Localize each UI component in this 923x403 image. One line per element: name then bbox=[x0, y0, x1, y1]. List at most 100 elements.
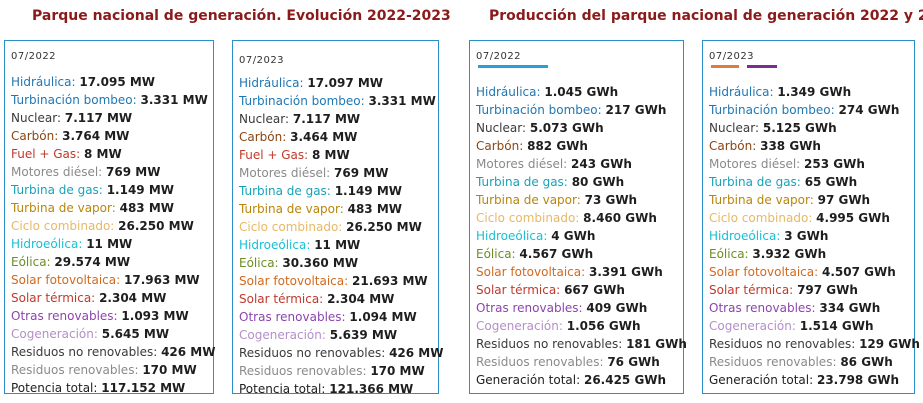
item-value: 86 GWh bbox=[840, 355, 893, 369]
capacity-title: Parque nacional de generación. Evolución… bbox=[32, 8, 451, 24]
item-label: Otras renovables: bbox=[709, 301, 816, 315]
item-label: Turbina de vapor: bbox=[476, 193, 581, 207]
list-item: Residuos renovables: 170 MW bbox=[239, 362, 434, 380]
list-item: Motores diésel: 769 MW bbox=[11, 163, 209, 181]
item-label: Solar fotovoltaica: bbox=[476, 265, 586, 279]
list-item: Residuos no renovables: 129 GWh bbox=[709, 335, 920, 353]
capacity-card-2022: 07/2022 Hidráulica: 17.095 MW Turbinación… bbox=[4, 40, 215, 397]
legend-bar-2022 bbox=[478, 65, 548, 68]
list-item: Hidroeólica: 11 MW bbox=[11, 235, 209, 253]
item-value: 483 MW bbox=[119, 201, 174, 215]
item-label: Motores diésel: bbox=[476, 157, 568, 171]
capacity-list-2022: Hidráulica: 17.095 MW Turbinación bombeo:… bbox=[11, 73, 215, 397]
card-period: 07/2023 bbox=[239, 55, 285, 66]
item-label: Generación total: bbox=[709, 373, 814, 387]
item-label: Residuos no renovables: bbox=[476, 337, 623, 351]
item-label: Cogeneración: bbox=[476, 319, 563, 333]
item-label: Motores diésel: bbox=[709, 157, 801, 171]
item-label: Generación total: bbox=[476, 373, 581, 387]
item-value: 4.507 GWh bbox=[822, 265, 896, 279]
item-value: 8 MW bbox=[84, 147, 122, 161]
item-label: Hidráulica: bbox=[239, 76, 304, 90]
item-value: 11 MW bbox=[86, 237, 133, 251]
item-value: 3.464 MW bbox=[290, 130, 358, 144]
list-item: Carbón: 882 GWh bbox=[476, 137, 679, 155]
production-title: Producción del parque nacional de genera… bbox=[489, 8, 923, 24]
list-item: Solar térmica: 2.304 MW bbox=[11, 289, 209, 307]
list-item: Turbinación bombeo: 3.331 MW bbox=[239, 92, 436, 110]
item-label: Solar fotovoltaica: bbox=[709, 265, 819, 279]
item-label: Ciclo combinado: bbox=[11, 219, 115, 233]
item-label: Carbón: bbox=[239, 130, 287, 144]
item-value: 26.425 GWh bbox=[583, 373, 667, 387]
item-label: Fuel + Gas: bbox=[239, 148, 309, 162]
list-item: Solar fotovoltaica: 21.693 MW bbox=[239, 272, 434, 290]
capacity-card-2023: 07/2023 Hidráulica: 17.097 MW Turbinación… bbox=[232, 40, 443, 396]
item-value: 30.360 MW bbox=[282, 256, 359, 270]
list-item: Solar fotovoltaica: 4.507 GWh bbox=[709, 263, 910, 281]
list-item: Residuos renovables: 76 GWh bbox=[476, 353, 679, 371]
item-value: 274 GWh bbox=[838, 103, 900, 117]
list-item: Potencia total: 117.152 MW bbox=[11, 379, 209, 397]
list-item: Hidráulica: 17.095 MW bbox=[11, 73, 209, 91]
item-label: Nuclear: bbox=[476, 121, 527, 135]
list-item: Turbinación bombeo: 3.331 MW bbox=[11, 91, 209, 109]
item-label: Carbón: bbox=[709, 139, 757, 153]
list-item: Otras renovables: 409 GWh bbox=[476, 299, 679, 317]
item-label: Cogeneración: bbox=[239, 328, 326, 342]
item-label: Solar térmica: bbox=[11, 291, 96, 305]
item-value: 11 MW bbox=[314, 238, 361, 252]
item-value: 769 MW bbox=[334, 166, 389, 180]
item-value: 5.639 MW bbox=[329, 328, 398, 342]
list-item: Turbina de gas: 65 GWh bbox=[709, 173, 910, 191]
list-item: Otras renovables: 1.093 MW bbox=[11, 307, 209, 325]
list-item: Solar térmica: 2.304 MW bbox=[239, 290, 434, 308]
item-label: Nuclear: bbox=[709, 121, 760, 135]
item-label: Residuos renovables: bbox=[239, 364, 367, 378]
card-period: 07/2022 bbox=[476, 51, 522, 62]
list-item: Solar fotovoltaica: 3.391 GWh bbox=[476, 263, 679, 281]
item-label: Carbón: bbox=[11, 129, 59, 143]
list-item: Generación total: 23.798 GWh bbox=[709, 371, 910, 389]
item-value: 26.250 MW bbox=[118, 219, 194, 233]
item-value: 17.097 MW bbox=[307, 76, 384, 90]
list-item: Generación total: 26.425 GWh bbox=[476, 371, 679, 389]
list-item: Eólica: 30.360 MW bbox=[239, 254, 434, 272]
production-list-2023: Hidráulica: 1.349 GWh Turbinación bombeo:… bbox=[709, 83, 920, 389]
item-value: 170 MW bbox=[370, 364, 425, 378]
list-item: Residuos no renovables: 181 GWh bbox=[476, 335, 687, 353]
item-label: Hidráulica: bbox=[11, 75, 76, 89]
item-label: Fuel + Gas: bbox=[11, 147, 81, 161]
list-item: Cogeneración: 5.639 MW bbox=[239, 326, 434, 344]
list-item: Carbón: 3.464 MW bbox=[239, 128, 434, 146]
item-value: 3.331 MW bbox=[368, 94, 436, 108]
list-item: Cogeneración: 1.056 GWh bbox=[476, 317, 679, 335]
item-label: Eólica: bbox=[476, 247, 516, 261]
list-item: Turbinación bombeo: 274 GWh bbox=[709, 101, 910, 119]
item-value: 80 GWh bbox=[571, 175, 625, 189]
list-item: Motores diésel: 253 GWh bbox=[709, 155, 910, 173]
item-label: Turbina de vapor: bbox=[239, 202, 344, 216]
card-period: 07/2022 bbox=[11, 51, 57, 62]
item-value: 426 MW bbox=[161, 345, 216, 359]
list-item: Solar térmica: 667 GWh bbox=[476, 281, 679, 299]
item-value: 1.149 MW bbox=[106, 183, 174, 197]
legend-bar-2023-orange bbox=[711, 65, 739, 68]
item-label: Nuclear: bbox=[239, 112, 290, 126]
item-label: Turbina de gas: bbox=[709, 175, 801, 189]
item-value: 29.574 MW bbox=[54, 255, 131, 269]
list-item: Turbina de vapor: 483 MW bbox=[11, 199, 209, 217]
item-label: Eólica: bbox=[709, 247, 749, 261]
list-item: Turbina de vapor: 73 GWh bbox=[476, 191, 679, 209]
list-item: Hidroeólica: 11 MW bbox=[239, 236, 434, 254]
item-value: 3.932 GWh bbox=[752, 247, 827, 261]
item-value: 8.460 GWh bbox=[583, 211, 657, 225]
item-value: 23.798 GWh bbox=[816, 373, 900, 387]
item-label: Potencia total: bbox=[11, 381, 98, 395]
list-item: Solar térmica: 797 GWh bbox=[709, 281, 910, 299]
item-value: 3 GWh bbox=[784, 229, 829, 243]
card-period: 07/2023 bbox=[709, 51, 755, 62]
item-label: Hidroeólica: bbox=[239, 238, 311, 252]
list-item: Nuclear: 5.125 GWh bbox=[709, 119, 910, 137]
list-item: Turbinación bombeo: 217 GWh bbox=[476, 101, 679, 119]
